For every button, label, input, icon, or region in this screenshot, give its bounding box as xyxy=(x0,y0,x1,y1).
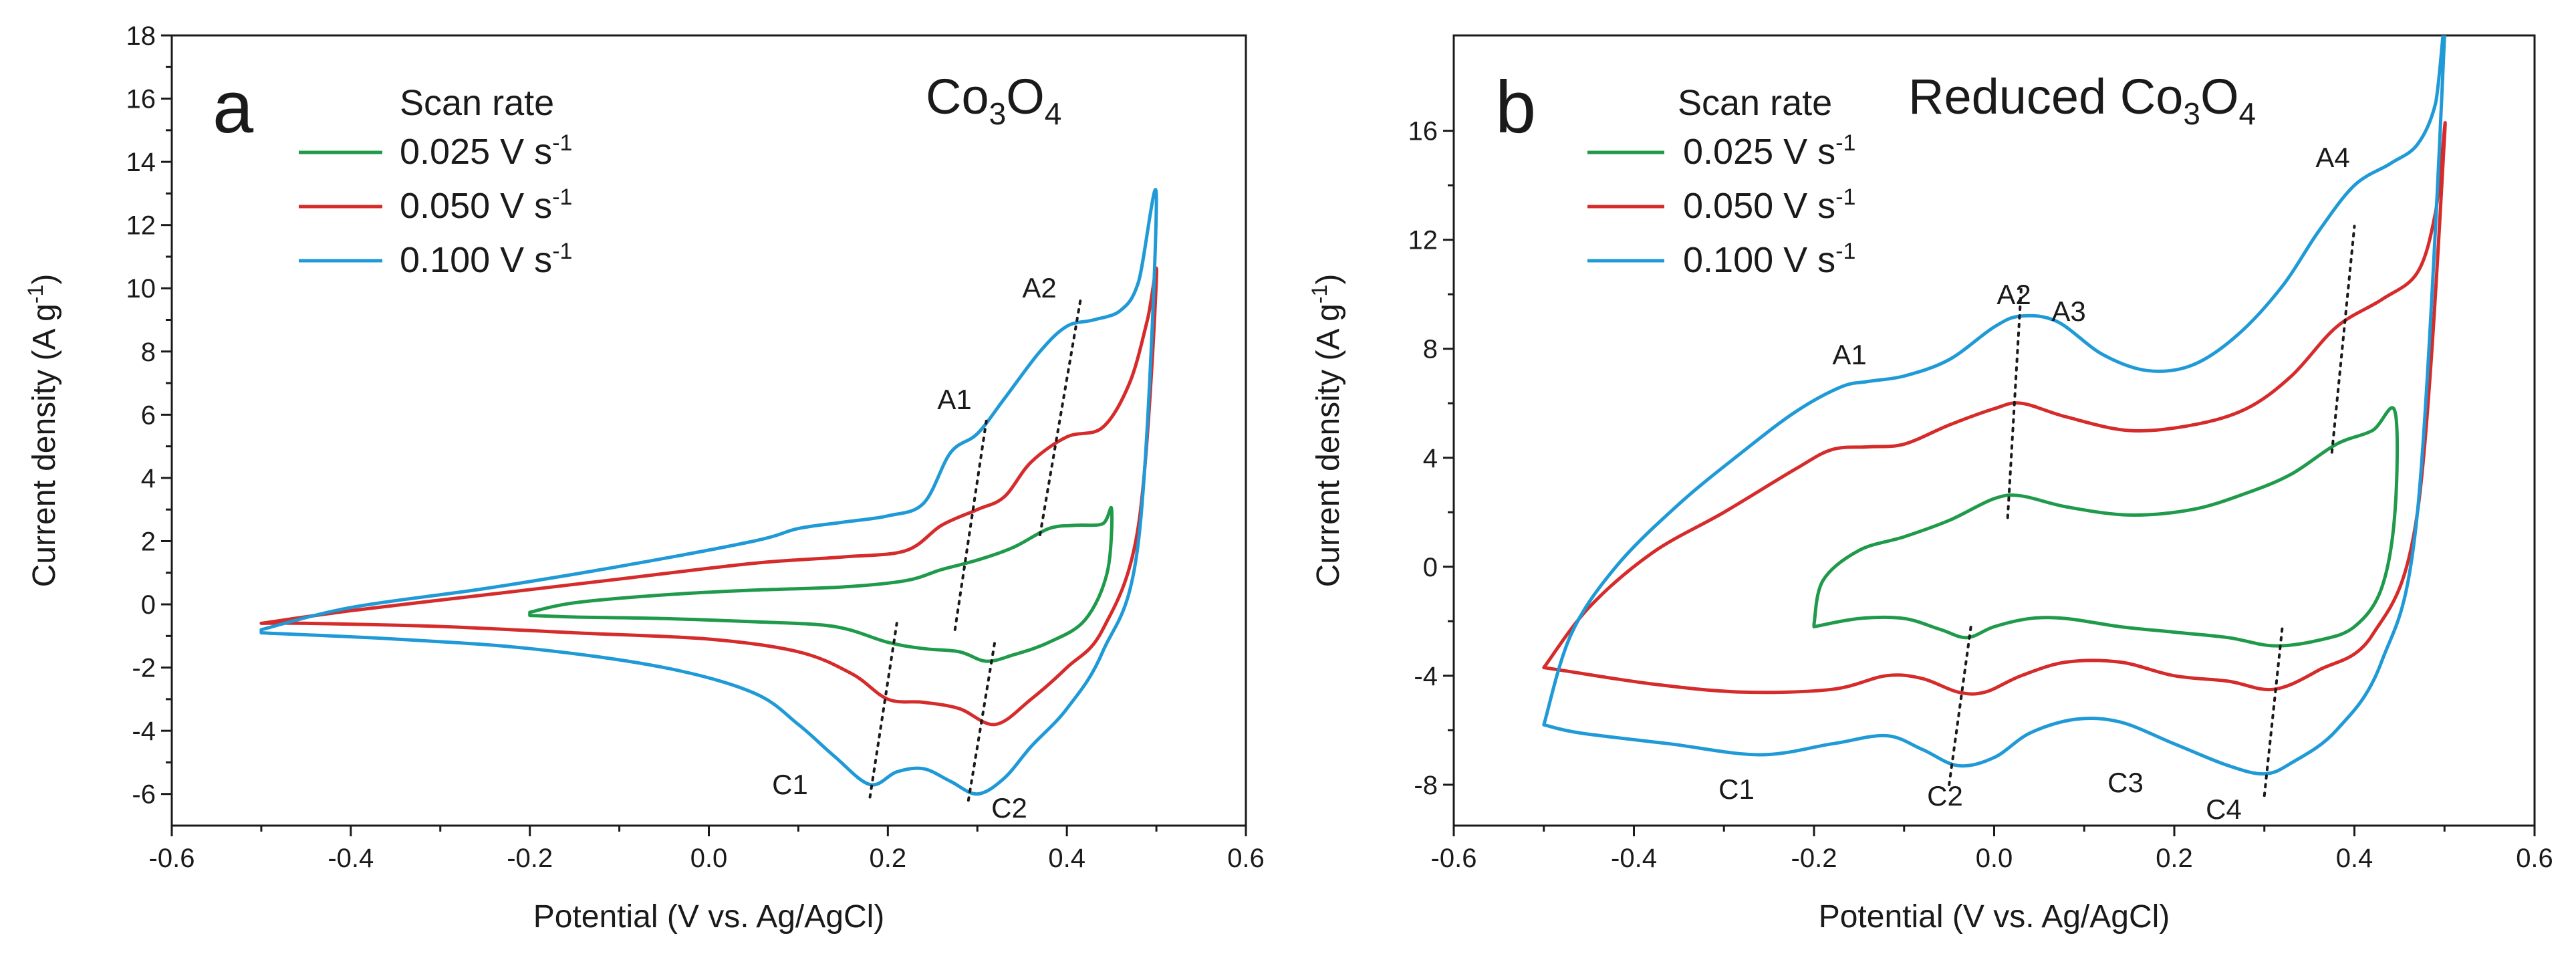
compound-title: Reduced Co3O4 xyxy=(1908,69,2256,131)
legend: Scan rate 0.025 V s-1 0.050 V s-1 0.100 V s… xyxy=(1587,83,1855,280)
y-tick-label: 12 xyxy=(126,211,156,241)
y-tick-label: 4 xyxy=(1423,444,1438,473)
y-tick-label: 2 xyxy=(141,527,156,556)
y-axis-title: Current density (A g-1) xyxy=(1307,274,1346,588)
legend: Scan rate 0.025 V s-1 0.050 V s-1 0.100 V s… xyxy=(299,83,572,280)
peak-label-c4: C4 xyxy=(2206,794,2242,825)
y-tick-label: 12 xyxy=(1408,226,1438,255)
peak-guide-line xyxy=(2330,225,2356,454)
peak-guide-line xyxy=(953,419,988,631)
peak-label-a2: A2 xyxy=(1997,279,2031,310)
y-tick-label: 0 xyxy=(141,590,156,620)
compound-title: Co3O4 xyxy=(926,69,1061,131)
legend-entry: 0.050 V s-1 xyxy=(400,185,572,226)
peak-guide-line xyxy=(868,622,898,799)
panel-letter: b xyxy=(1495,66,1536,148)
x-tick-label: 0.4 xyxy=(1048,844,1085,873)
y-tick-label: -4 xyxy=(132,717,156,746)
curves xyxy=(259,188,1158,796)
peak-label-c2: C2 xyxy=(1927,780,1963,812)
x-tick-label: 0.2 xyxy=(870,844,907,873)
y-tick-label: -8 xyxy=(1414,771,1438,800)
y-tick-label: 8 xyxy=(141,338,156,367)
x-tick-label: -0.4 xyxy=(328,844,374,873)
legend-entry: 0.025 V s-1 xyxy=(400,130,572,172)
y-tick-label: 0 xyxy=(1423,553,1438,582)
x-tick-label: 0.6 xyxy=(2516,844,2553,873)
x-tick-label: 0.0 xyxy=(690,844,728,873)
y-tick-label: 14 xyxy=(126,148,156,177)
y-tick-label: 6 xyxy=(141,400,156,430)
legend-title: Scan rate xyxy=(400,83,554,123)
legend-entry: 0.100 V s-1 xyxy=(1683,239,1855,280)
peak-guide-line xyxy=(2263,625,2284,798)
x-tick-label: 0.6 xyxy=(1227,844,1265,873)
series-line-0.100 xyxy=(1542,35,2446,776)
x-axis-title: Potential (V vs. Ag/AgCl) xyxy=(533,899,885,935)
series-line-0.025 xyxy=(1812,406,2400,648)
peak-guide-line xyxy=(967,638,997,802)
x-tick-label: -0.2 xyxy=(1791,844,1837,873)
y-tick-label: 16 xyxy=(1408,117,1438,146)
panel-b: -0.6 -0.4 -0.2 0.0 0.2 0.4 0.6 -8 -4 0 4 8 12 16 Poten… xyxy=(1307,34,2553,935)
peak-label-a3: A3 xyxy=(2051,295,2085,327)
peak-label-a2: A2 xyxy=(1022,272,1056,304)
legend-title: Scan rate xyxy=(1678,83,1832,123)
peak-label-c2: C2 xyxy=(991,792,1027,824)
panel-a: -0.6 -0.4 -0.2 0.0 0.2 0.4 0.6 -6 -4 -2 0 2 4 6 8 10 12 1… xyxy=(23,21,1265,935)
series-line-0.100 xyxy=(259,188,1158,796)
peak-label-c3: C3 xyxy=(2107,767,2144,798)
y-axis-title: Current density (A g-1) xyxy=(23,274,62,588)
x-tick-label: -0.6 xyxy=(1431,844,1477,873)
legend-entry: 0.100 V s-1 xyxy=(400,239,572,280)
y-tick-label: 8 xyxy=(1423,335,1438,364)
x-tick-label: -0.2 xyxy=(507,844,553,873)
x-axis-title: Potential (V vs. Ag/AgCl) xyxy=(1819,899,2170,935)
y-tick-label: -2 xyxy=(132,654,156,683)
series-line-0.050 xyxy=(1542,121,2447,696)
x-tick-label: 0.4 xyxy=(2336,844,2373,873)
y-tick-label: 18 xyxy=(126,21,156,51)
panel-letter: a xyxy=(213,66,254,148)
y-tick-label: 10 xyxy=(126,274,156,304)
peak-label-a1: A1 xyxy=(937,384,971,415)
y-tick-label: -4 xyxy=(1414,662,1438,691)
series-line-0.025 xyxy=(528,505,1114,663)
y-tick-label: 16 xyxy=(126,85,156,114)
peak-label-a1: A1 xyxy=(1832,339,1866,370)
peak-label-c1: C1 xyxy=(1718,773,1755,805)
x-tick-label: -0.4 xyxy=(1611,844,1657,873)
legend-entry: 0.025 V s-1 xyxy=(1683,130,1855,172)
peak-guide-line xyxy=(1948,620,1973,786)
series-line-0.050 xyxy=(259,266,1158,727)
curves xyxy=(1542,35,2447,776)
x-tick-label: -0.6 xyxy=(149,844,195,873)
y-tick-label: 4 xyxy=(141,464,156,493)
peak-label-c1: C1 xyxy=(772,769,808,800)
peak-guide-line xyxy=(1038,299,1082,537)
legend-entry: 0.050 V s-1 xyxy=(1683,185,1855,226)
x-tick-label: 0.0 xyxy=(1976,844,2013,873)
peak-guide-line xyxy=(2006,287,2023,519)
x-tick-label: 0.2 xyxy=(2156,844,2193,873)
peak-label-a4: A4 xyxy=(2315,142,2349,173)
y-tick-label: -6 xyxy=(132,780,156,810)
